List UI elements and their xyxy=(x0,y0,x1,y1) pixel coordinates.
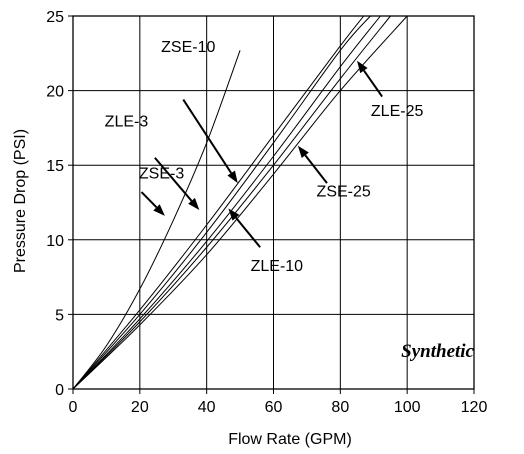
arrowhead-zse-3 xyxy=(153,204,165,216)
synthetic-annotation: Synthetic xyxy=(401,341,474,362)
x-tick-label: 120 xyxy=(461,399,488,416)
series-curves xyxy=(72,15,408,390)
x-tick-label: 20 xyxy=(131,399,149,416)
x-tick-label: 80 xyxy=(331,399,349,416)
y-axis-ticks: 0 5 10 15 20 25 xyxy=(46,9,73,399)
series-labels: ZSE-3 ZLE-3 ZSE-10 ZLE-10 ZSE-25 ZLE-25 xyxy=(105,39,424,275)
arrow-zle-25 xyxy=(363,70,383,98)
arrow-zle-3 xyxy=(154,157,193,202)
arrowhead-zle-10 xyxy=(228,208,240,221)
series-line-zle-3 xyxy=(72,15,365,390)
series-line-zse-3 xyxy=(72,50,241,390)
series-label-zse-10: ZSE-10 xyxy=(161,39,215,56)
series-label-zle-3: ZLE-3 xyxy=(105,113,149,130)
series-line-zle-10 xyxy=(72,15,381,390)
series-line-zse-10 xyxy=(72,15,371,390)
arrow-zle-10 xyxy=(235,217,261,248)
y-tick-label: 10 xyxy=(46,233,64,250)
grid xyxy=(73,16,474,389)
arrowhead-zle-25 xyxy=(357,60,368,74)
x-tick-label: 60 xyxy=(265,399,283,416)
arrow-zse-25 xyxy=(304,154,328,184)
x-tick-label: 100 xyxy=(394,399,421,416)
series-label-zle-25: ZLE-25 xyxy=(371,103,424,120)
y-tick-label: 25 xyxy=(46,9,64,26)
arrow-zse-3 xyxy=(140,191,158,209)
arrowhead-zle-3 xyxy=(188,197,200,210)
y-tick-label: 0 xyxy=(55,382,64,399)
x-axis-label: Flow Rate (GPM) xyxy=(228,431,352,448)
series-line-zle-25 xyxy=(72,15,408,390)
arrowhead-zse-25 xyxy=(297,145,309,159)
series-label-zle-10: ZLE-10 xyxy=(251,258,304,275)
series-line-zse-25 xyxy=(72,15,391,390)
arrowhead-zse-10 xyxy=(227,170,238,184)
arrow-zse-10 xyxy=(182,99,233,174)
y-tick-label: 15 xyxy=(46,158,64,175)
y-axis-label: Pressure Drop (PSI) xyxy=(12,129,29,273)
x-tick-label: 40 xyxy=(198,399,216,416)
x-axis-ticks: 0 20 40 60 80 100 120 xyxy=(69,389,488,416)
y-tick-label: 5 xyxy=(55,307,64,324)
series-label-zse-25: ZSE-25 xyxy=(317,184,371,201)
x-tick-label: 0 xyxy=(69,399,78,416)
series-label-zse-3: ZSE-3 xyxy=(139,166,184,183)
callout-arrows xyxy=(140,60,383,248)
y-tick-label: 20 xyxy=(46,84,64,101)
